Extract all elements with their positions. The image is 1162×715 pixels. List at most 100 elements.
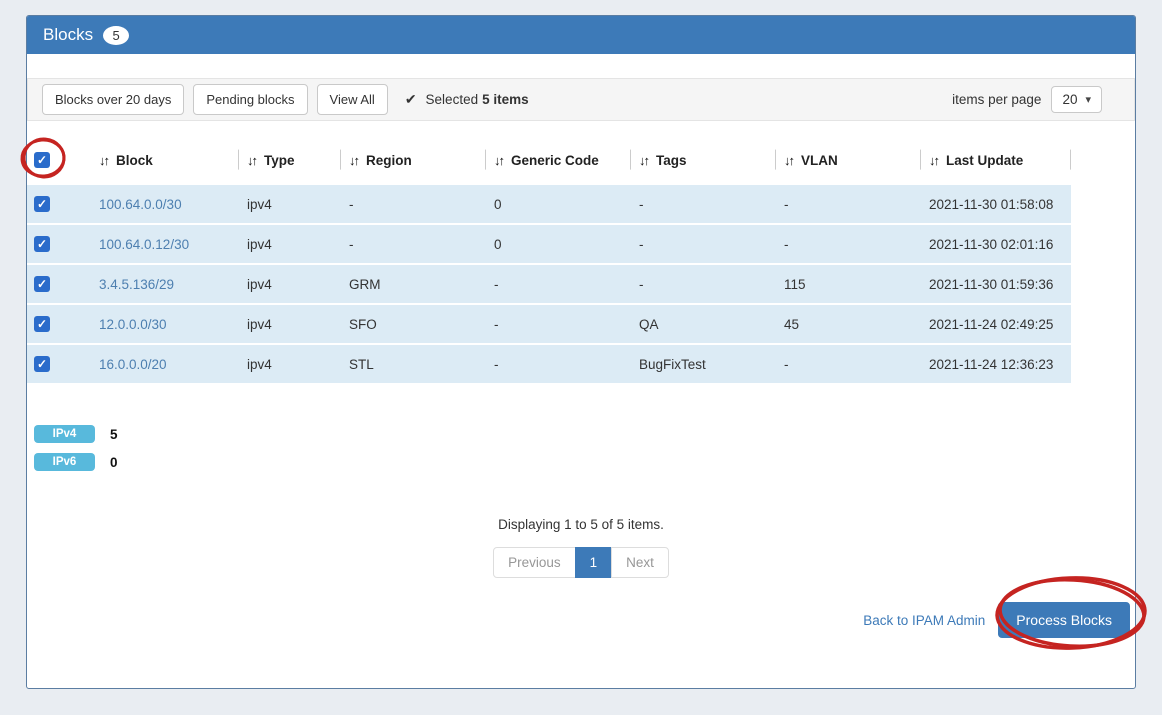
last-update-cell: 2021-11-30 01:59:36: [921, 265, 1071, 305]
sort-icon[interactable]: ↓↑: [247, 152, 258, 168]
type-cell: ipv4: [239, 305, 341, 345]
row-checkbox[interactable]: ✓: [34, 316, 50, 332]
sort-icon[interactable]: ↓↑: [784, 152, 795, 168]
type-cell: ipv4: [239, 225, 341, 265]
block-link[interactable]: 100.64.0.12/30: [99, 236, 190, 252]
region-cell: -: [341, 225, 486, 265]
type-cell: ipv4: [239, 185, 341, 225]
footer-actions: Back to IPAM Admin Process Blocks: [27, 602, 1135, 638]
selection-status: ✔ Selected 5 items: [405, 91, 529, 108]
block-cell: 3.4.5.136/29: [91, 265, 239, 305]
column-header-tags[interactable]: ↓↑ Tags: [631, 141, 776, 185]
tags-cell: -: [631, 265, 776, 305]
type-cell: ipv4: [239, 345, 341, 385]
column-header-region[interactable]: ↓↑ Region: [341, 141, 486, 185]
table-row: ✓ 3.4.5.136/29 ipv4 GRM - -115 2021-11-30 01:5…: [27, 265, 1071, 305]
vlan-cell: -: [776, 185, 921, 225]
chevron-down-icon: ▾: [1085, 94, 1091, 106]
checkbox-check-icon: ✓: [36, 357, 48, 371]
items-per-page-value: 20: [1062, 92, 1078, 107]
region-cell: SFO: [341, 305, 486, 345]
view-all-button[interactable]: View All: [316, 84, 388, 115]
ipv4-summary-row: IPv4 5: [34, 425, 1135, 443]
last-update-cell: 2021-11-30 02:01:16: [921, 225, 1071, 265]
block-cell: 100.64.0.12/30: [91, 225, 239, 265]
row-select-cell: ✓: [27, 265, 91, 305]
checkbox-check-icon: ✓: [36, 237, 48, 251]
ipv4-badge: IPv4: [34, 425, 95, 443]
checkbox-check-icon: ✓: [36, 317, 48, 331]
blocks-count-badge: 5: [103, 25, 130, 45]
column-header-vlan[interactable]: ↓↑ VLAN: [776, 141, 921, 185]
selection-status-text: Selected: [425, 92, 479, 107]
displaying-items-text: Displaying 1 to 5 of 5 items.: [498, 517, 664, 532]
row-select-cell: ✓: [27, 185, 91, 225]
block-cell: 16.0.0.0/20: [91, 345, 239, 385]
sort-icon[interactable]: ↓↑: [99, 152, 110, 168]
ipv6-summary-row: IPv6 0: [34, 453, 1135, 471]
column-header-type[interactable]: ↓↑ Type: [239, 141, 341, 185]
tags-cell: -: [631, 185, 776, 225]
block-link[interactable]: 16.0.0.0/20: [99, 356, 167, 372]
tags-cell: QA: [631, 305, 776, 345]
process-blocks-button[interactable]: Process Blocks: [998, 602, 1130, 638]
blocks-panel: Blocks 5 Blocks over 20 days Pending blo…: [26, 15, 1136, 689]
select-all-header-cell: ✓: [27, 141, 91, 185]
page-title: Blocks: [43, 25, 94, 44]
table-row: ✓ 16.0.0.0/20 ipv4 STL - BugFixTest -2021-11-2…: [27, 345, 1071, 385]
block-cell: 12.0.0.0/30: [91, 305, 239, 345]
region-cell: GRM: [341, 265, 486, 305]
column-header-block[interactable]: ↓↑ Block: [91, 141, 239, 185]
tags-cell: -: [631, 225, 776, 265]
column-header-generic-code[interactable]: ↓↑ Generic Code: [486, 141, 631, 185]
ipv6-badge: IPv6: [34, 453, 95, 471]
blocks-table: ✓ ↓↑ Block ↓↑ Type ↓↑ Region ↓↑ Generic Code ↓↑ Ta…: [27, 141, 1071, 385]
row-checkbox[interactable]: ✓: [34, 356, 50, 372]
row-checkbox[interactable]: ✓: [34, 196, 50, 212]
table-row: ✓ 12.0.0.0/30 ipv4 SFO - QA 45 2021-11-24 02:49…: [27, 305, 1071, 345]
sort-icon[interactable]: ↓↑: [639, 152, 650, 168]
panel-header: Blocks 5: [27, 16, 1135, 54]
pending-blocks-button[interactable]: Pending blocks: [193, 84, 308, 115]
previous-page-button[interactable]: Previous: [493, 547, 576, 578]
vlan-cell: -: [776, 225, 921, 265]
column-header-label: Type: [264, 152, 295, 168]
column-header-label: VLAN: [801, 152, 838, 168]
sort-icon[interactable]: ↓↑: [349, 152, 360, 168]
generic-code-cell: 0: [486, 185, 631, 225]
pagination: Previous 1 Next: [27, 547, 1135, 578]
column-header-last-update[interactable]: ↓↑ Last Update: [921, 141, 1071, 185]
sort-icon[interactable]: ↓↑: [494, 152, 505, 168]
row-checkbox[interactable]: ✓: [34, 236, 50, 252]
last-update-cell: 2021-11-24 02:49:25: [921, 305, 1071, 345]
generic-code-cell: -: [486, 305, 631, 345]
column-header-label: Block: [116, 152, 153, 168]
tags-cell: BugFixTest: [631, 345, 776, 385]
region-cell: -: [341, 185, 486, 225]
generic-code-cell: 0: [486, 225, 631, 265]
back-to-ipam-admin-link[interactable]: Back to IPAM Admin: [863, 612, 986, 628]
next-page-button[interactable]: Next: [611, 547, 669, 578]
pagination-group: Previous 1 Next: [493, 547, 669, 578]
checkbox-check-icon: ✓: [36, 277, 48, 291]
generic-code-cell: -: [486, 345, 631, 385]
type-cell: ipv4: [239, 265, 341, 305]
selection-count: 5 items: [482, 92, 529, 107]
last-update-cell: 2021-11-30 01:58:08: [921, 185, 1071, 225]
items-per-page-select[interactable]: 20 ▾: [1051, 86, 1102, 113]
select-all-checkbox[interactable]: ✓: [34, 152, 50, 168]
sort-icon[interactable]: ↓↑: [929, 152, 940, 168]
block-link[interactable]: 12.0.0.0/30: [99, 316, 167, 332]
vlan-cell: -: [776, 345, 921, 385]
blocks-over-20-days-button[interactable]: Blocks over 20 days: [42, 84, 185, 115]
block-link[interactable]: 100.64.0.0/30: [99, 196, 182, 212]
last-update-cell: 2021-11-24 12:36:23: [921, 345, 1071, 385]
checkmark-icon: ✔: [404, 91, 417, 107]
row-checkbox[interactable]: ✓: [34, 276, 50, 292]
row-select-cell: ✓: [27, 345, 91, 385]
ipv4-count: 5: [110, 426, 118, 442]
block-link[interactable]: 3.4.5.136/29: [99, 276, 175, 292]
page-1-button[interactable]: 1: [574, 547, 613, 578]
column-header-label: Tags: [656, 152, 687, 168]
block-cell: 100.64.0.0/30: [91, 185, 239, 225]
